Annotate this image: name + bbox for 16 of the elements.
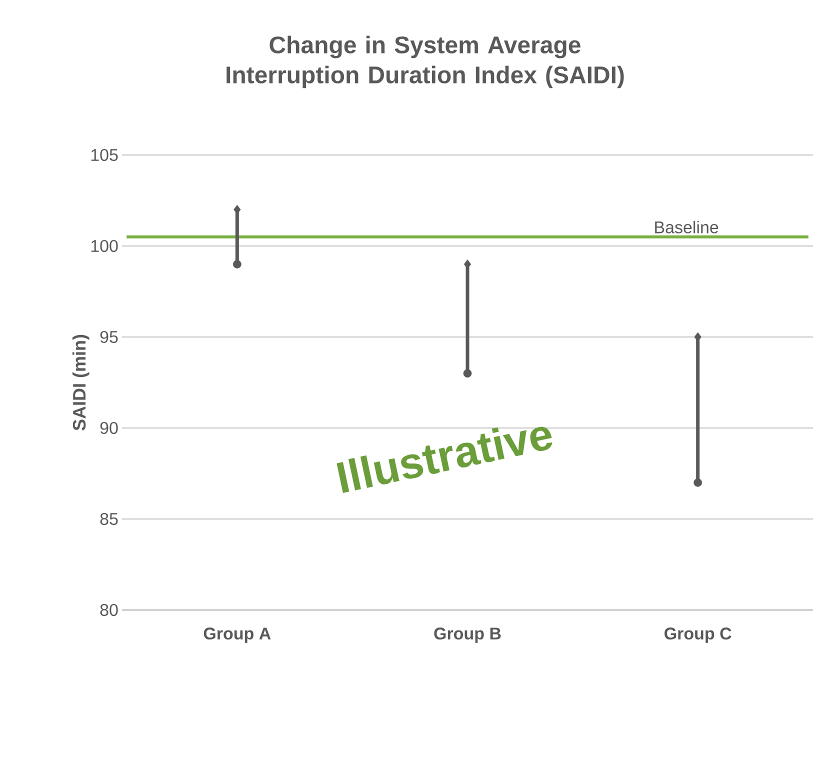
y-tick-label: 95 [100, 330, 118, 344]
point [694, 478, 702, 487]
y-tick-label: 100 [91, 240, 118, 252]
point [232, 260, 242, 268]
point [463, 369, 472, 378]
annotation: Illustrative [336, 426, 552, 493]
y-tick-label: 105 [91, 148, 118, 162]
x-tick-label: Group C [664, 628, 732, 643]
chart-title: Change in System Average Interruption Duration Index (SAIDI) [226, 36, 624, 88]
y-tick-label: 90 [100, 422, 118, 434]
ref-line-label: Baseline [655, 220, 718, 234]
x-tick-label: Group A [204, 628, 271, 643]
x-tick-label: Group B [434, 628, 501, 643]
y-axis-title: SAIDI (min) [72, 334, 90, 430]
y-tick-label: 80 [100, 604, 118, 616]
y-tick-label: 85 [100, 512, 118, 526]
